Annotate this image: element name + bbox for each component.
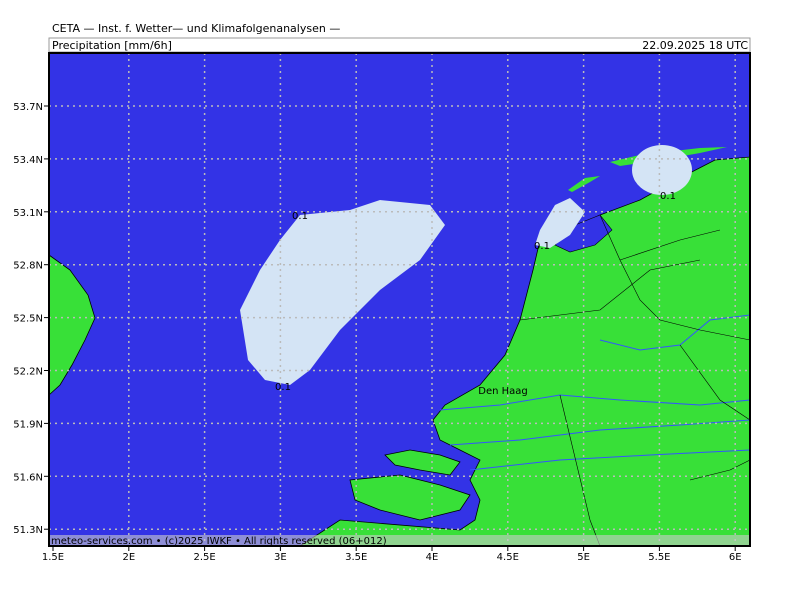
lat-tick-label: 53.4N [13,155,43,166]
lon-tick-label: 5.5E [648,552,670,563]
island [349,474,471,521]
parameter-label: Precipitation [mm/6h] [52,39,172,52]
lon-tick-label: 4E [426,552,439,563]
lat-tick-label: 51.3N [13,525,43,536]
lat-tick-label: 51.6N [13,472,43,483]
contour-label: 0.1 [660,191,676,202]
lon-tick-label: 2E [122,552,135,563]
map-area: 0.1 0.1 0.1 0.1 Den Haag meteo-services.com … [48,52,751,547]
borders [519,214,751,547]
lat-tick-label: 51.9N [13,419,43,430]
lon-tick-label: 4.5E [497,552,519,563]
lon-tick-label: 6E [729,552,742,563]
lat-tick-label: 52.8N [13,261,43,272]
lon-tick-label: 2.5E [193,552,215,563]
island [568,176,600,192]
precip-area [535,198,585,248]
lon-tick-label: 3.5E [345,552,367,563]
valid-time: 22.09.2025 18 UTC [642,39,748,52]
lat-tick-label: 52.2N [13,367,43,378]
contour-label: 0.1 [275,382,291,393]
place-label: Den Haag [478,386,528,397]
axis-ticks: 53.7N 53.4N 53.1N 52.8N 52.5N 52.2N 51.9N 51.6N… [13,102,741,563]
lon-tick-label: 1.5E [42,552,64,563]
precip-area [240,200,445,385]
land-uk [48,254,96,396]
footer-credit: meteo-services.com • (c)2025 IWKF • All … [51,536,387,547]
lon-tick-label: 3E [274,552,287,563]
grid [49,53,750,546]
precip-area [632,145,692,195]
contour-label: 0.1 [292,211,308,222]
map-frame [48,52,751,547]
rivers [439,314,751,471]
institute-title: CETA — Inst. f. Wetter— und Klimafolgena… [52,22,340,35]
lon-tick-label: 5E [577,552,590,563]
contour-label: 0.1 [534,241,550,252]
island [384,449,461,476]
lat-tick-label: 53.1N [13,208,43,219]
lat-tick-label: 52.5N [13,314,43,325]
map-labels: 0.1 0.1 0.1 0.1 Den Haag [275,191,676,397]
lat-tick-label: 53.7N [13,102,43,113]
footer-bar [49,535,750,546]
